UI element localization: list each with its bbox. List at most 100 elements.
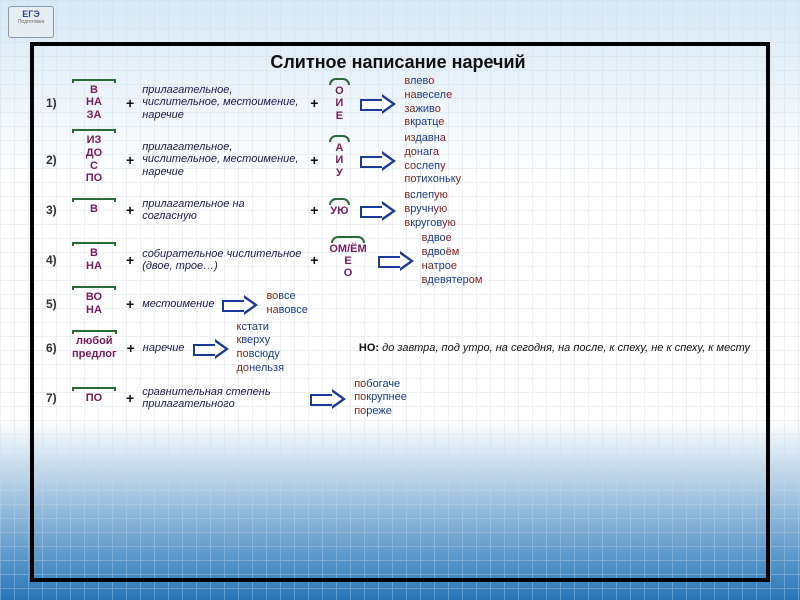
plus-icon: + [124,202,136,218]
plus-icon: + [308,202,320,218]
example-word: издавна [404,132,750,146]
example-word: кверху [237,334,345,348]
prefix-item: В [72,84,116,97]
prefix-item: предлог [72,348,117,361]
middle-text: собирательное числительное (двое, трое…) [142,248,302,272]
prefix-item: В [72,203,116,216]
examples: побогачепокрупнеепореже [354,378,750,419]
arrow-icon [376,251,416,269]
prefix-item: НА [72,96,116,109]
prefix-box: ИЗДОСПО [70,132,118,187]
example-word: навовсе [266,304,750,318]
plus-icon: + [124,296,136,312]
arrow-icon [308,389,348,407]
bracket-icon [72,79,116,83]
prefix-item: НА [72,304,116,317]
example-word: вслепую [404,189,750,203]
row-number: 2) [46,153,64,167]
row-number: 4) [46,253,64,267]
arc-icon [329,198,350,205]
rule-row: 2)ИЗДОСПО+прилагательное, числительное, … [46,132,750,187]
examples: вдвоевдвоёмнатроевдевятером [422,232,750,287]
suffix-item: Е [329,110,349,122]
plus-icon: + [125,340,137,356]
prefix-item: В [72,247,116,260]
suffix-box: АИУ [326,139,352,179]
prefix-box: ВНА [70,245,118,274]
example-word: навеселе [404,89,750,103]
suffix-item: И [329,97,349,109]
middle-text: местоимение [142,298,214,310]
bracket-icon [72,129,116,133]
arrow-icon [358,201,398,219]
example-word: кстати [237,321,345,335]
example-word: вдевятером [422,274,750,288]
bracket-icon [72,330,117,334]
middle-text: прилагательное, числительное, местоимени… [142,84,302,120]
prefix-item: ВО [72,291,116,304]
example-word: вкратце [404,116,750,130]
examples: кстатикверхуповсюдудонельзя [237,321,345,376]
examples: вовсенавовсе [266,290,750,318]
example-word: заживо [404,103,750,117]
row-number: 1) [46,96,64,110]
arrow-icon [191,339,231,357]
plus-icon: + [308,95,320,111]
suffix-item: ОМ/ЁМ [329,243,366,255]
plus-icon: + [124,152,136,168]
suffix-item: Е [329,255,366,267]
plus-icon: + [308,152,320,168]
example-word: вовсе [266,290,750,304]
rule-row: 6)любойпредлог+наречиекстатикверхуповсюд… [46,321,750,376]
plus-icon: + [308,252,320,268]
row-number: 3) [46,203,64,217]
badge-line1: ЕГЭ [22,9,40,19]
page-title: Слитное написание наречий [46,52,750,73]
bracket-icon [72,387,116,391]
middle-text: сравнительная степень прилагательного [142,386,302,410]
prefix-box: ВОНА [70,289,118,318]
example-word: вкруговую [404,217,750,231]
suffix-item: И [329,154,349,166]
suffix-box: УЮ [326,202,352,218]
example-word: натрое [422,260,750,274]
example-word: влево [404,75,750,89]
row-number: 7) [46,391,64,405]
prefix-item: ПО [72,392,116,405]
plus-icon: + [124,390,136,406]
badge-line2: Подготовка [9,19,53,25]
arrow-icon [358,94,398,112]
example-word: пореже [354,405,750,419]
suffix-item: О [329,267,366,279]
prefix-box: любойпредлог [70,333,119,362]
bracket-icon [72,286,116,290]
example-word: донага [404,146,750,160]
examples: влевонавеселезаживовкратце [404,75,750,130]
suffix-box: ОМ/ЁМЕО [326,240,369,280]
arc-icon [329,135,350,142]
rule-row: 1) ВНАЗА + прилагательное, числительное, ме… [46,75,750,130]
rows-container: 1)ВНАЗА+прилагательное, числительное, ме… [46,75,750,419]
middle-text: прилагательное на согласную [142,198,302,222]
bracket-icon [72,242,116,246]
prefix-item: ПО [72,172,116,185]
arc-icon [329,78,350,85]
example-word: потихоньку [404,173,750,187]
row-number: 6) [46,341,64,355]
examples: издавнадонагасослепупотихоньку [404,132,750,187]
suffix-item: УЮ [329,205,349,217]
prefix-item: ЗА [72,109,116,122]
suffix-item: О [329,85,349,97]
arc-icon [331,236,366,243]
prefix-item: ДО [72,147,116,160]
example-word: покрупнее [354,391,750,405]
prefix-item: НА [72,260,116,273]
exception-note: НО: до завтра, под утро, на сегодня, на … [359,342,750,354]
plus-icon: + [124,95,136,111]
rule-row: 7) ПО + сравнительная степень прилагательно… [46,378,750,419]
arrow-icon [220,295,260,313]
prefix-box: ПО [70,390,118,407]
bracket-icon [72,198,116,202]
suffix-item: У [329,167,349,179]
rule-row: 5)ВОНА+местоимениевовсенавовсе [46,289,750,318]
